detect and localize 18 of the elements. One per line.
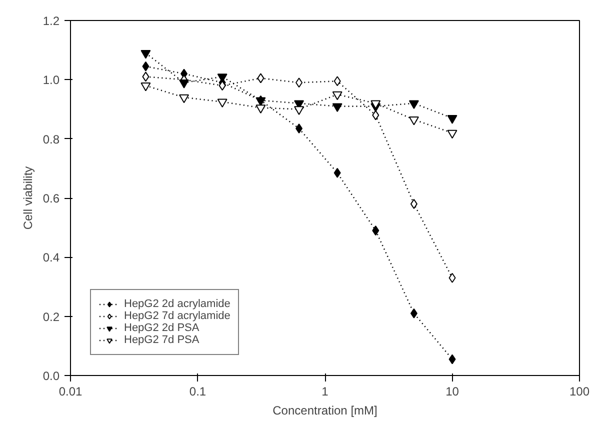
y-tick-label: 0.8 — [42, 132, 60, 146]
y-tick-label: 0.2 — [42, 310, 60, 324]
legend-label: HepG2 2d acrylamide — [124, 298, 230, 310]
y-tick-label: 1.2 — [42, 14, 60, 28]
x-tick-label: 10 — [446, 384, 460, 398]
legend-label: HepG2 7d acrylamide — [124, 310, 230, 322]
x-tick-label: 100 — [569, 384, 590, 398]
y-tick-label: 0.4 — [42, 250, 60, 265]
x-tick-label: 0.1 — [189, 384, 206, 398]
y-tick-label: 0.6 — [42, 192, 60, 206]
x-tick-label: 0.01 — [58, 384, 83, 398]
legend-label: HepG2 7d PSA — [124, 334, 200, 346]
y-tick-label: 1.0 — [42, 73, 60, 88]
x-tick-label: 1 — [322, 384, 329, 398]
legend-label: HepG2 2d PSA — [124, 322, 200, 334]
x-axis-title: Concentration [mM] — [272, 404, 378, 418]
y-axis-title: Cell viability — [20, 166, 35, 230]
y-tick-label: 0.0 — [42, 369, 60, 383]
